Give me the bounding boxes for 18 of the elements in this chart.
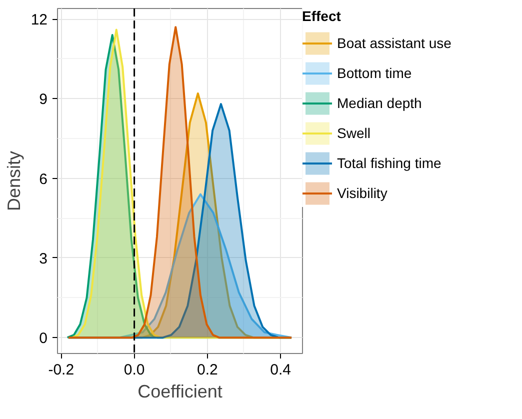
legend-label: Total fishing time: [337, 155, 442, 171]
y-tick-label: 0: [39, 330, 48, 348]
x-axis-title: Coefficient: [138, 382, 222, 402]
legend-title: Effect: [302, 8, 342, 24]
legend-label: Swell: [337, 125, 370, 141]
y-tick-label: 6: [39, 170, 48, 188]
x-tick-label: 0.2: [197, 362, 218, 378]
y-tick-label: 3: [39, 250, 48, 268]
legend-label: Visibility: [337, 185, 388, 201]
y-axis-title: Density: [4, 150, 24, 212]
legend-label: Median depth: [337, 95, 422, 111]
legend-label: Boat assistant use: [337, 35, 452, 51]
x-tick-label: 0.0: [124, 362, 145, 378]
y-tick-label: 12: [30, 12, 48, 29]
x-tick-label: -0.2: [48, 362, 74, 378]
legend-label: Bottom time: [337, 65, 412, 81]
y-tick-label: 9: [39, 91, 48, 108]
x-tick-label: 0.4: [270, 362, 291, 378]
